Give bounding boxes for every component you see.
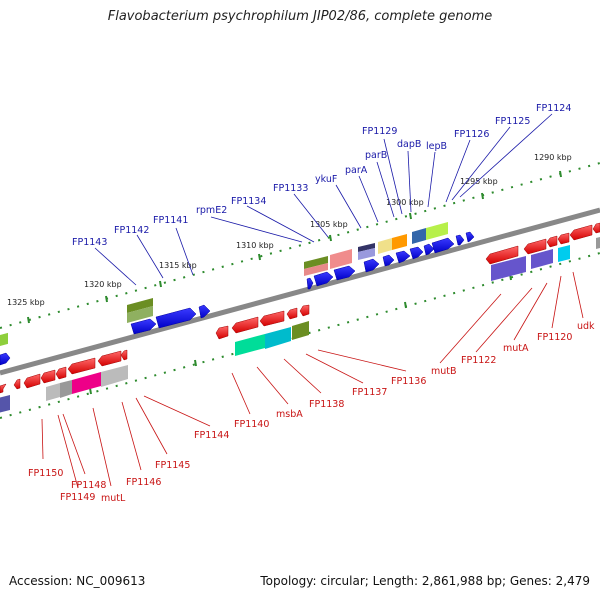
gene-label-mutL[interactable]: mutL [101,493,126,504]
gene-label-FP1125[interactable]: FP1125 [495,116,530,127]
kbp-label-1300: 1300 kbp [386,198,424,207]
reverse-genes[interactable] [0,222,600,394]
gene-label-FP1146[interactable]: FP1146 [126,477,161,488]
gene-label-FP1126[interactable]: FP1126 [454,129,489,140]
gene-label-FP1134[interactable]: FP1134 [231,196,266,207]
gene-label-mutB[interactable]: mutB [431,366,457,377]
gene-label-udk[interactable]: udk [577,321,595,332]
upper-major-ticks [27,170,562,324]
gene-label-FP1136[interactable]: FP1136 [391,376,426,387]
gene-label-msbA[interactable]: msbA [276,409,303,420]
gene-label-parA[interactable]: parA [345,165,368,176]
gene-label-FP1120[interactable]: FP1120 [537,332,572,343]
kbp-label-1290: 1290 kbp [534,153,572,162]
gene-label-dapB[interactable]: dapB [397,139,421,150]
gene-label-FP1138[interactable]: FP1138 [309,399,344,410]
kbp-label-1325: 1325 kbp [7,298,45,307]
gene-label-FP1142[interactable]: FP1142 [114,225,149,236]
upper-leader-lines [94,113,553,286]
genome-backbone [0,207,600,376]
gene-label-ykuF[interactable]: ykuF [315,174,337,185]
upper-position-scale [0,162,600,329]
kbp-label-1320: 1320 kbp [84,280,122,289]
kbp-label-1310: 1310 kbp [236,241,274,250]
gene-label-FP1145[interactable]: FP1145 [155,460,190,471]
gene-label-lepB[interactable]: lepB [426,141,447,152]
accession-text: Accession: NC_009613 [9,574,146,588]
gene-label-FP1124[interactable]: FP1124 [536,103,571,114]
gene-label-parB[interactable]: parB [365,150,387,161]
lower-leader-lines [41,271,584,489]
map-title: Flavobacterium psychrophilum JIP02/86, c… [107,9,493,24]
gene-label-FP1133[interactable]: FP1133 [273,183,308,194]
kbp-label-1315: 1315 kbp [159,261,197,270]
gene-label-mutA[interactable]: mutA [503,343,529,354]
gene-label-FP1149[interactable]: FP1149 [60,492,95,503]
gene-label-FP1143[interactable]: FP1143 [72,237,107,248]
gene-label-FP1129[interactable]: FP1129 [362,126,397,137]
forward-genes[interactable] [0,231,475,366]
gene-label-FP1150[interactable]: FP1150 [28,468,63,479]
genome-summary-text: Topology: circular; Length: 2,861,988 bp… [260,574,590,588]
gene-label-FP1122[interactable]: FP1122 [461,355,496,366]
kbp-label-1295: 1295 kbp [460,177,498,186]
gene-label-FP1144[interactable]: FP1144 [194,430,229,441]
gene-label-rpmE2[interactable]: rpmE2 [196,205,227,216]
gene-label-FP1141[interactable]: FP1141 [153,215,188,226]
kbp-label-1305: 1305 kbp [310,220,348,229]
gene-label-FP1148[interactable]: FP1148 [71,480,106,491]
gene-label-FP1137[interactable]: FP1137 [352,387,387,398]
category-bars[interactable] [0,222,600,413]
gene-label-FP1140[interactable]: FP1140 [234,419,269,430]
